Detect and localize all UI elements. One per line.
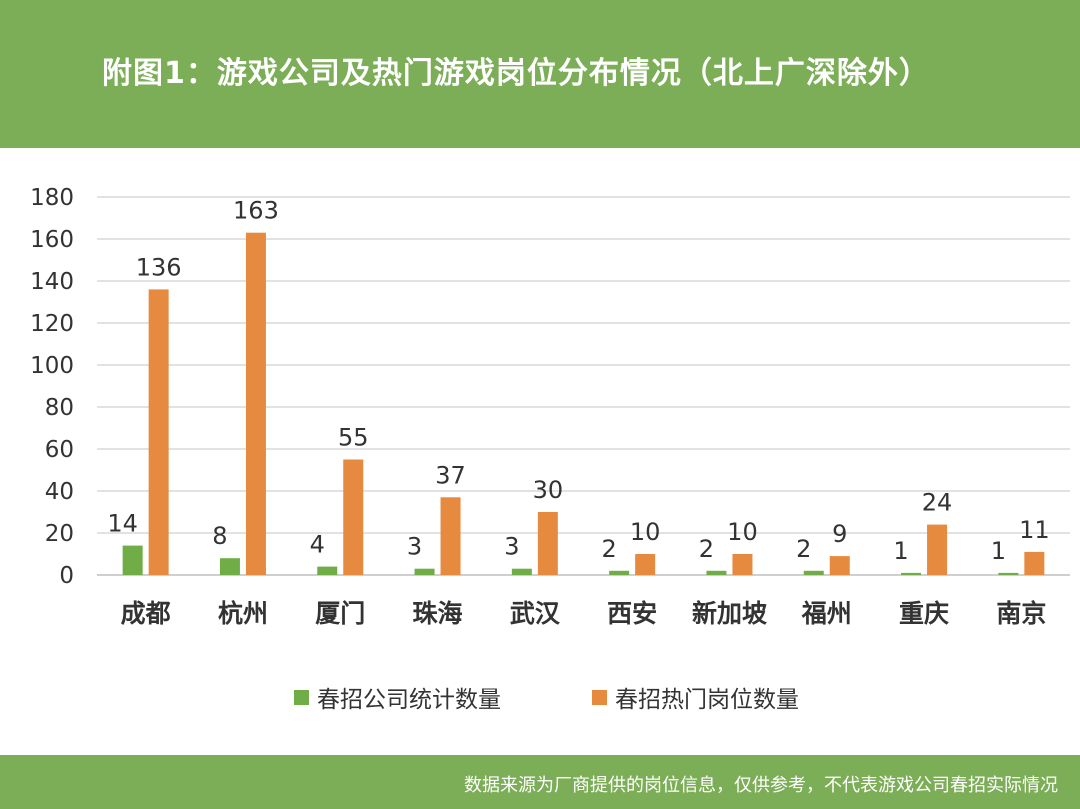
y-tick-label: 100 <box>30 353 74 379</box>
x-tick-label: 珠海 <box>413 599 463 628</box>
bar-positions <box>635 554 656 575</box>
y-tick-label: 120 <box>30 311 74 337</box>
bar-companies <box>706 570 727 575</box>
header-banner: 附图1：游戏公司及热门游戏岗位分布情况（北上广深除外） <box>0 0 1080 148</box>
source-note: 数据来源为厂商提供的岗位信息，仅供参考，不代表游戏公司春招实际情况 <box>464 775 1058 796</box>
page-title: 附图1：游戏公司及热门游戏岗位分布情况（北上广深除外） <box>102 56 930 91</box>
x-tick-label: 武汉 <box>510 599 561 628</box>
data-label: 2 <box>699 535 714 563</box>
data-label: 2 <box>602 535 617 563</box>
data-label: 10 <box>630 518 661 546</box>
data-label: 8 <box>212 522 227 550</box>
data-label: 4 <box>310 531 325 559</box>
data-label: 14 <box>107 510 138 538</box>
bar-positions <box>537 512 558 575</box>
footer-banner: 数据来源为厂商提供的岗位信息，仅供参考，不代表游戏公司春招实际情况 <box>0 755 1080 809</box>
data-label: 11 <box>1019 516 1050 544</box>
y-tick-label: 60 <box>45 437 74 463</box>
bar-positions <box>343 459 364 575</box>
y-tick-label: 160 <box>30 227 74 253</box>
bar-companies <box>901 572 922 575</box>
x-tick-label: 福州 <box>801 599 852 628</box>
bar-positions <box>829 556 850 575</box>
bar-companies <box>511 568 532 575</box>
data-label: 3 <box>407 533 422 561</box>
y-tick-label: 20 <box>45 521 74 547</box>
data-label: 30 <box>533 476 564 504</box>
data-label: 24 <box>922 489 953 517</box>
bar-positions <box>732 554 753 575</box>
legend-swatch <box>294 690 309 705</box>
data-label: 1 <box>991 537 1006 565</box>
y-tick-label: 40 <box>45 479 74 505</box>
bar-positions <box>440 497 461 575</box>
bar-positions <box>927 524 948 575</box>
bar-positions <box>245 232 266 575</box>
bar-companies <box>414 568 435 575</box>
bar-companies <box>609 570 630 575</box>
x-tick-label: 新加坡 <box>692 599 767 628</box>
data-label: 2 <box>796 535 811 563</box>
data-label: 55 <box>338 424 369 452</box>
bar-companies <box>317 566 338 575</box>
x-tick-label: 成都 <box>121 599 171 628</box>
bar-positions <box>148 289 169 575</box>
data-label: 163 <box>233 197 279 225</box>
y-tick-label: 180 <box>30 185 74 211</box>
bar-positions <box>1024 551 1045 575</box>
bar-companies <box>122 545 143 575</box>
data-label: 3 <box>504 533 519 561</box>
data-label: 10 <box>727 518 758 546</box>
x-tick-label: 杭州 <box>218 599 268 628</box>
legend-swatch <box>592 690 607 705</box>
bar-chart: 0 20 40 60 80 100 120 140 160 180 14 136 成都 8 163 杭州 4 55… <box>30 185 1070 713</box>
x-tick-label: 重庆 <box>899 599 949 628</box>
bar-companies <box>219 558 240 575</box>
data-label: 1 <box>893 537 908 565</box>
data-label: 37 <box>435 461 466 489</box>
y-tick-label: 80 <box>45 395 74 421</box>
x-tick-label: 南京 <box>996 599 1046 628</box>
legend-label: 春招热门岗位数量 <box>615 687 799 713</box>
bar-companies <box>998 572 1019 575</box>
x-tick-label: 西安 <box>607 599 657 628</box>
x-tick-label: 厦门 <box>315 599 365 628</box>
data-label: 136 <box>136 253 182 281</box>
bar-companies <box>803 570 824 575</box>
legend-label: 春招公司统计数量 <box>317 687 501 713</box>
y-tick-label: 140 <box>30 269 74 295</box>
y-tick-label: 0 <box>59 563 74 589</box>
data-label: 9 <box>832 520 847 548</box>
